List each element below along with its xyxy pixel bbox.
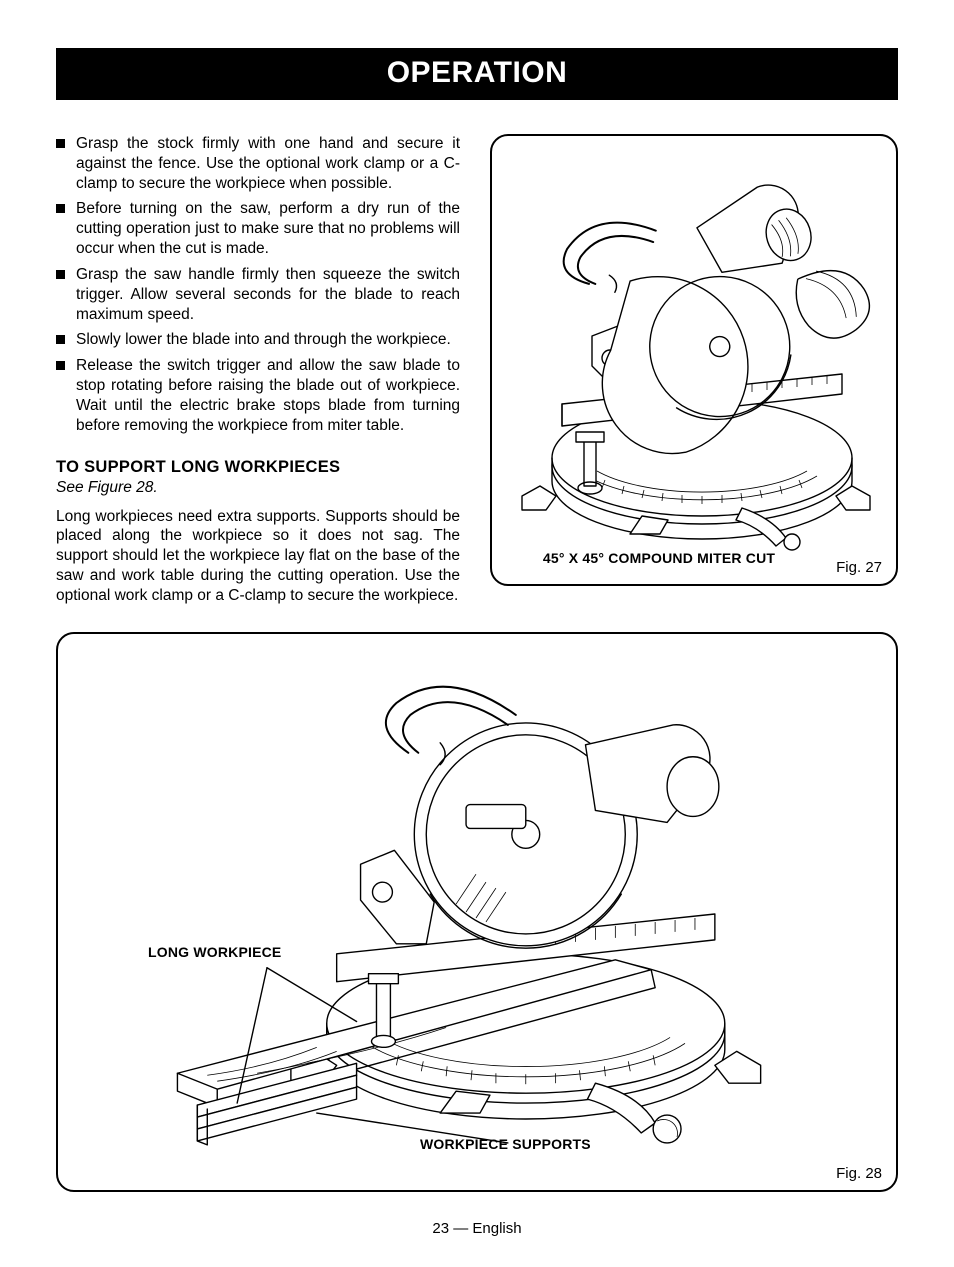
figure-27-number: Fig. 27 xyxy=(836,559,882,576)
page-footer: 23 — English xyxy=(56,1220,898,1237)
instruction-item: Grasp the saw handle firmly then squeeze… xyxy=(56,265,460,324)
label-long-workpiece: LONG WORKPIECE xyxy=(148,944,281,960)
label-workpiece-supports: WORKPIECE SUPPORTS xyxy=(420,1136,591,1152)
miter-saw-long-workpiece-illustration xyxy=(58,634,896,1192)
section-title-bar: OPERATION xyxy=(56,48,898,100)
left-column: Grasp the stock firmly with one hand and… xyxy=(56,134,460,606)
figure-28: LONG WORKPIECE WORKPIECE SUPPORTS Fig. 2… xyxy=(56,632,898,1192)
figure-28-number: Fig. 28 xyxy=(836,1165,882,1182)
instruction-item: Grasp the stock firmly with one hand and… xyxy=(56,134,460,193)
instruction-item: Release the switch trigger and allow the… xyxy=(56,356,460,435)
page: OPERATION Grasp the stock firmly with on… xyxy=(0,0,954,1267)
instruction-item: Slowly lower the blade into and through … xyxy=(56,330,460,350)
figure-27: 45° X 45° COMPOUND MITER CUT Fig. 27 xyxy=(490,134,898,586)
figure-27-caption: 45° X 45° COMPOUND MITER CUT xyxy=(492,550,826,566)
miter-saw-compound-illustration xyxy=(492,136,898,586)
instruction-item: Before turning on the saw, perform a dry… xyxy=(56,199,460,258)
two-column-layout: Grasp the stock firmly with one hand and… xyxy=(56,134,898,606)
instruction-list: Grasp the stock firmly with one hand and… xyxy=(56,134,460,436)
subsection-body: Long workpieces need extra supports. Sup… xyxy=(56,507,460,606)
figure-reference: See Figure 28. xyxy=(56,479,460,497)
right-column: 45° X 45° COMPOUND MITER CUT Fig. 27 xyxy=(490,134,898,586)
subsection-heading: TO SUPPORT LONG WORKPIECES xyxy=(56,458,460,477)
